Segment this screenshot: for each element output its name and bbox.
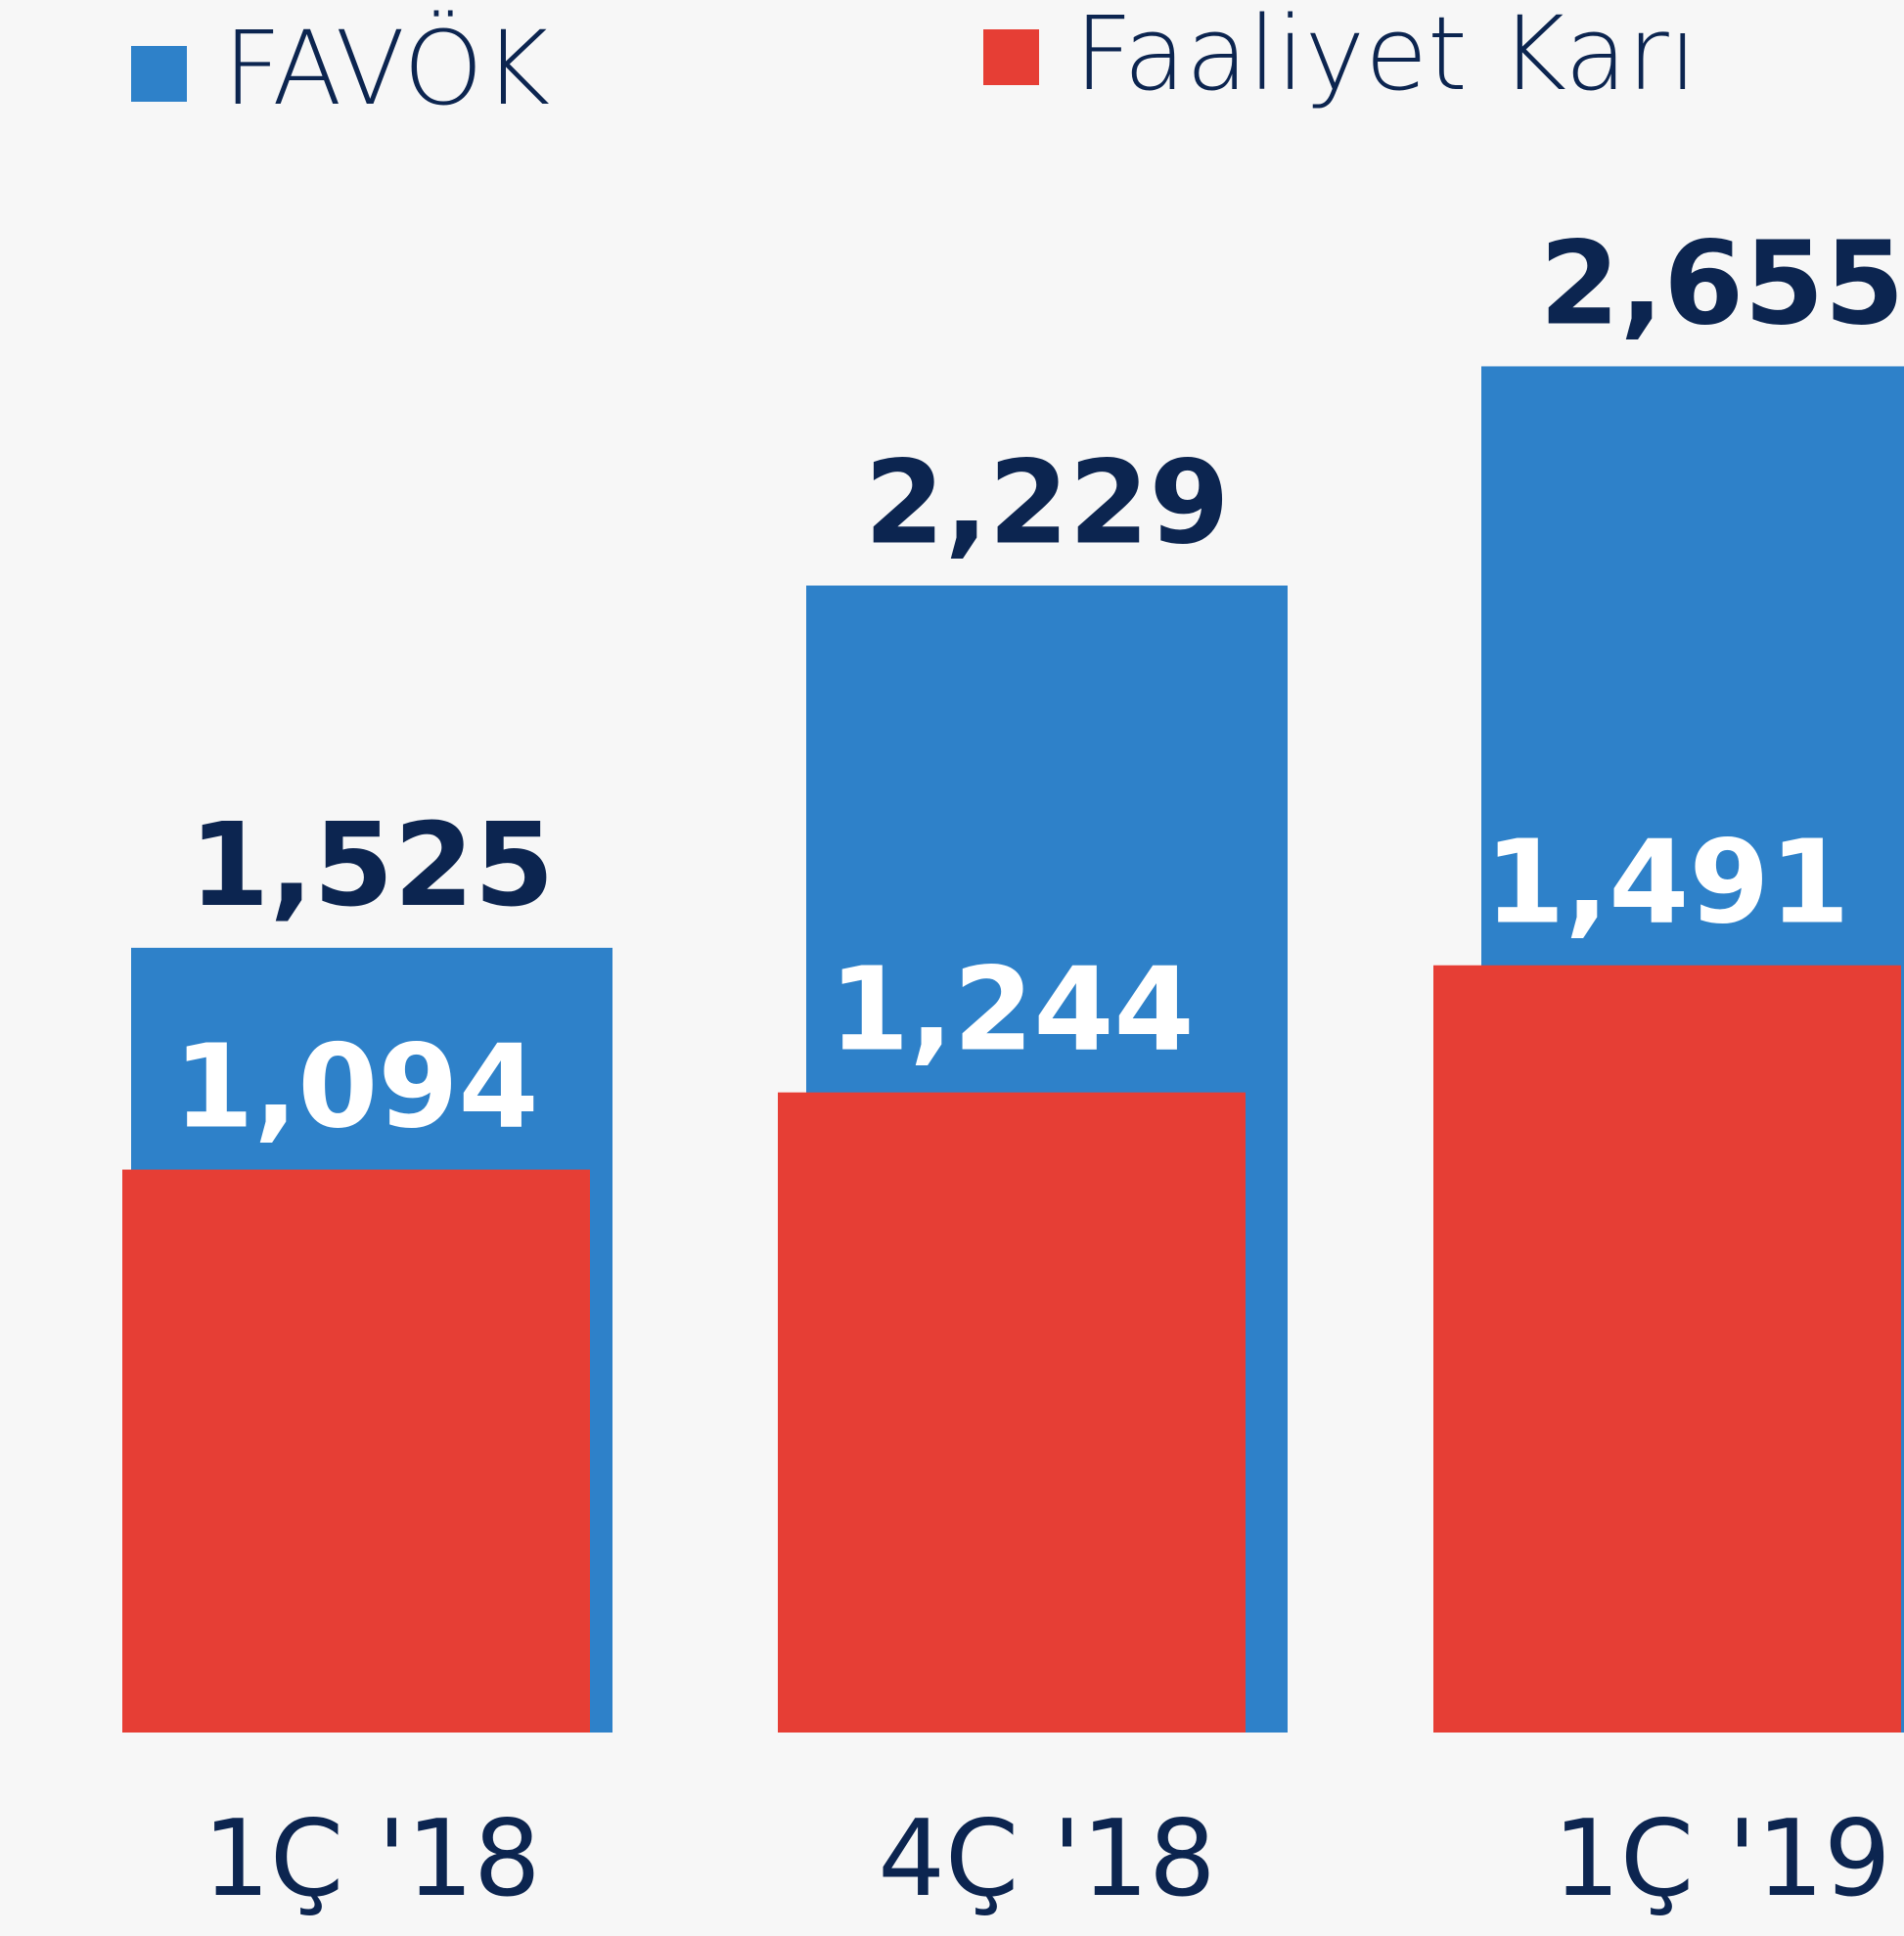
legend-swatch	[131, 46, 187, 102]
legend-swatch	[983, 29, 1039, 85]
value-label: 2,229	[864, 435, 1229, 570]
x-tick-label: 1Ç '18	[203, 1798, 541, 1920]
value-label: 1,244	[829, 942, 1194, 1077]
bar	[122, 1169, 590, 1733]
value-label: 1,525	[189, 797, 554, 932]
x-tick-label: 1Ç '19	[1553, 1798, 1891, 1920]
legend-label: Faaliyet Karı	[1074, 0, 1698, 113]
bar	[1433, 965, 1901, 1733]
value-label: 1,491	[1484, 815, 1849, 950]
value-label: 1,094	[173, 1019, 538, 1154]
x-tick-label: 4Ç '18	[878, 1798, 1216, 1920]
legend-label: FAVÖK	[223, 9, 550, 128]
value-label: 2,655	[1539, 215, 1904, 350]
bar	[778, 1092, 1246, 1733]
